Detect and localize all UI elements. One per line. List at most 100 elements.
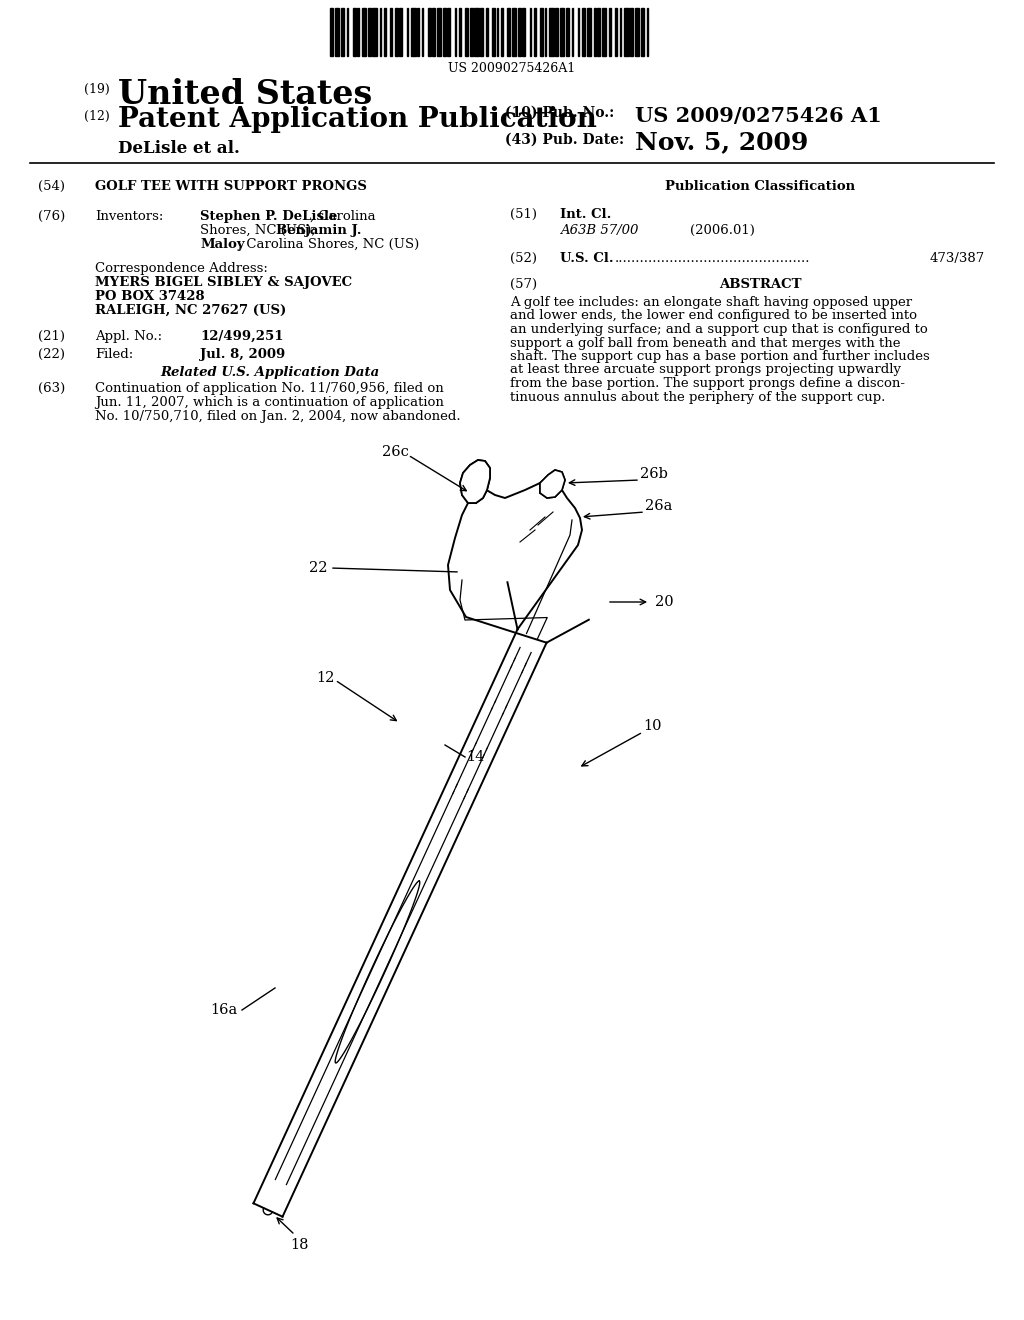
Bar [399,8,402,55]
Text: 12: 12 [316,671,335,685]
Bar [545,8,546,55]
Text: 18: 18 [291,1238,309,1251]
Text: (76): (76) [38,210,66,223]
Bar [615,8,616,55]
Bar [442,8,445,55]
Bar [501,8,503,55]
Text: A golf tee includes: an elongate shaft having opposed upper: A golf tee includes: an elongate shaft h… [510,296,912,309]
Bar [571,8,573,55]
Bar [597,8,600,55]
Text: MYERS BIGEL SIBLEY & SAJOVEC: MYERS BIGEL SIBLEY & SAJOVEC [95,276,352,289]
Bar [594,8,596,55]
Bar [346,8,348,55]
Bar [372,8,377,55]
Bar [512,8,516,55]
Bar [417,8,419,55]
Bar [646,8,648,55]
Text: 26b: 26b [640,467,668,480]
Bar [517,8,520,55]
Bar [559,8,564,55]
Text: (63): (63) [38,381,66,395]
Bar [341,8,343,55]
Text: (52): (52) [510,252,537,265]
Text: (21): (21) [38,330,65,343]
Bar [459,8,461,55]
Text: PO BOX 37428: PO BOX 37428 [95,290,205,304]
Text: (2006.01): (2006.01) [690,224,755,238]
Text: 26a: 26a [645,499,673,513]
Text: United States: United States [118,78,373,111]
Text: and lower ends, the lower end configured to be inserted into: and lower ends, the lower end configured… [510,309,918,322]
Bar [555,8,558,55]
Text: Nov. 5, 2009: Nov. 5, 2009 [635,129,808,154]
Text: at least three arcuate support prongs projecting upwardly: at least three arcuate support prongs pr… [510,363,901,376]
Bar [361,8,366,55]
Bar [368,8,371,55]
Bar [635,8,639,55]
Text: 10: 10 [643,719,662,733]
Bar [609,8,610,55]
Text: 12/499,251: 12/499,251 [200,330,284,343]
Bar [330,8,333,55]
Text: Benjamin J.: Benjamin J. [276,224,361,238]
Text: US 2009/0275426 A1: US 2009/0275426 A1 [635,106,882,125]
Text: (51): (51) [510,209,537,220]
Text: (19): (19) [84,83,110,96]
Text: (10) Pub. No.:: (10) Pub. No.: [505,106,614,120]
Text: 16a: 16a [210,1003,238,1016]
Bar [432,8,435,55]
Text: 26c: 26c [382,445,409,459]
Text: (57): (57) [510,279,538,290]
Text: , Carolina: , Carolina [310,210,376,223]
Bar [630,8,633,55]
Bar [624,8,629,55]
Text: 20: 20 [655,595,674,609]
Bar [380,8,381,55]
Text: support a golf ball from beneath and that merges with the: support a golf ball from beneath and tha… [510,337,900,350]
Text: (12): (12) [84,110,110,123]
Bar [390,8,391,55]
Bar [455,8,456,55]
Text: , Carolina Shores, NC (US): , Carolina Shores, NC (US) [238,238,419,251]
Bar [474,8,478,55]
Text: U.S. Cl.: U.S. Cl. [560,252,613,265]
Bar [522,8,525,55]
Text: (54): (54) [38,180,65,193]
Text: Filed:: Filed: [95,348,133,360]
Bar [422,8,423,55]
Text: (22): (22) [38,348,65,360]
Bar [492,8,495,55]
Text: from the base portion. The support prongs define a discon-: from the base portion. The support prong… [510,378,905,389]
Bar [640,8,643,55]
Text: Patent Application Publication: Patent Application Publication [118,106,597,133]
Bar [620,8,621,55]
Text: ..............................................: ........................................… [615,252,811,265]
Text: Stephen P. DeLisle: Stephen P. DeLisle [200,210,337,223]
Bar [469,8,472,55]
Text: 14: 14 [466,750,484,764]
Text: (43) Pub. Date:: (43) Pub. Date: [505,133,624,147]
Text: ABSTRACT: ABSTRACT [719,279,801,290]
Text: Inventors:: Inventors: [95,210,164,223]
Bar [601,8,606,55]
Text: DeLisle et al.: DeLisle et al. [118,140,240,157]
Text: No. 10/750,710, filed on Jan. 2, 2004, now abandoned.: No. 10/750,710, filed on Jan. 2, 2004, n… [95,411,461,422]
Bar [335,8,339,55]
Bar [407,8,408,55]
Bar [465,8,468,55]
Text: Correspondence Address:: Correspondence Address: [95,261,268,275]
Bar [549,8,554,55]
Text: GOLF TEE WITH SUPPORT PRONGS: GOLF TEE WITH SUPPORT PRONGS [95,180,367,193]
Bar [529,8,531,55]
Bar [497,8,498,55]
Text: tinuous annulus about the periphery of the support cup.: tinuous annulus about the periphery of t… [510,391,886,404]
Bar [486,8,487,55]
Bar [427,8,430,55]
Text: US 20090275426A1: US 20090275426A1 [449,62,575,75]
Bar [582,8,585,55]
Bar [394,8,397,55]
Bar [352,8,355,55]
Bar [578,8,579,55]
Bar [480,8,483,55]
Bar [540,8,543,55]
